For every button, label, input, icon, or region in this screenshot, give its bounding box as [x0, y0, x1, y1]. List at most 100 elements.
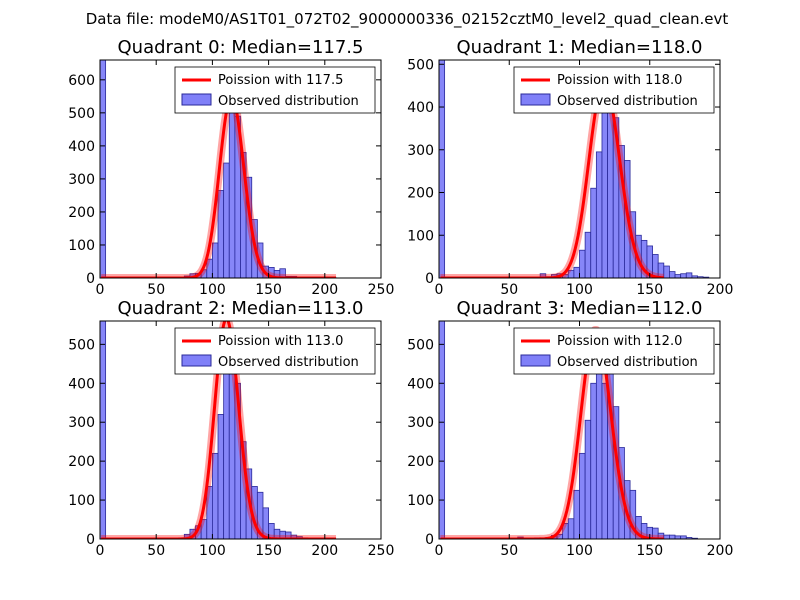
x-tick-label: 100	[199, 543, 226, 559]
subplot-title: Quadrant 1: Median=118.0	[457, 37, 703, 58]
legend-label-observed: Observed distribution	[218, 355, 359, 370]
legend-bar-swatch	[520, 93, 551, 106]
histogram-bar	[590, 382, 597, 539]
histogram-bar	[567, 518, 575, 539]
legend-bar-swatch	[520, 354, 551, 367]
y-tick-label: 400	[407, 376, 434, 392]
legend-label-observed: Observed distribution	[557, 355, 698, 370]
histogram-bar	[228, 95, 236, 278]
legend-label-poisson: Poission with 113.0	[218, 334, 343, 349]
legend-label-poisson: Poission with 118.0	[557, 73, 682, 88]
histogram-bar	[663, 265, 670, 278]
x-tick-label: 0	[435, 282, 444, 298]
legend: Poission with 117.5 Observed distribution	[174, 66, 376, 114]
y-tick-label: 400	[68, 139, 95, 155]
y-tick-label: 0	[425, 271, 434, 287]
histogram-bar	[680, 273, 687, 278]
y-tick-label: 300	[68, 172, 95, 188]
x-tick-label: 100	[199, 282, 226, 298]
legend-label-observed: Observed distribution	[218, 94, 359, 109]
y-tick-label: 600	[68, 73, 95, 89]
subplot-title: Quadrant 0: Median=117.5	[118, 37, 364, 58]
histogram-bar	[211, 242, 219, 278]
x-tick-label: 150	[636, 543, 663, 559]
x-tick-label: 0	[96, 282, 105, 298]
x-tick-label: 100	[566, 543, 593, 559]
histogram-bar	[539, 273, 547, 278]
x-tick-label: 200	[707, 282, 734, 298]
legend-label-observed: Observed distribution	[557, 94, 698, 109]
histogram-bar	[669, 271, 676, 278]
histogram-bar	[100, 60, 107, 278]
legend: Poission with 118.0 Observed distribution	[513, 66, 715, 114]
legend-bar-swatch	[181, 354, 212, 367]
y-tick-label: 500	[407, 57, 434, 73]
histogram-bar	[439, 60, 446, 278]
x-tick-label: 150	[636, 282, 663, 298]
histogram-bar	[279, 268, 286, 278]
y-tick-label: 300	[407, 143, 434, 159]
histogram-bar	[629, 489, 637, 539]
subplot-quadrant-2: Quadrant 2: Median=113.0 0 50 100 150 200 250 0…	[68, 298, 394, 559]
x-tick-label: 50	[500, 282, 518, 298]
y-tick-label: 100	[68, 238, 95, 254]
y-tick-label: 200	[68, 205, 95, 221]
subplot-quadrant-0: Quadrant 0: Median=117.5 0 50 100 150 200 250 0…	[68, 37, 394, 298]
subplot-quadrant-1: Quadrant 1: Median=118.0 0 50 100 150 200 0 100…	[407, 37, 733, 298]
histogram-bar	[584, 231, 592, 278]
y-tick-label: 100	[407, 228, 434, 244]
histogram-bar	[579, 452, 586, 539]
subplot-title: Quadrant 3: Median=112.0	[457, 298, 703, 319]
x-tick-label: 50	[147, 543, 165, 559]
histogram-bar	[439, 321, 446, 539]
poisson-curve	[440, 328, 664, 539]
y-tick-label: 500	[68, 106, 95, 122]
figure-title: Data file: modeM0/AS1T01_072T02_90000003…	[86, 10, 729, 29]
axes-frame	[99, 59, 382, 279]
y-tick-label: 300	[407, 415, 434, 431]
histogram-bar	[595, 355, 603, 539]
y-tick-label: 0	[86, 532, 95, 548]
histogram-bar	[674, 274, 682, 278]
histogram-bar	[223, 367, 230, 539]
x-tick-label: 50	[500, 543, 518, 559]
histogram-bar	[223, 162, 230, 278]
histogram-bar	[663, 534, 670, 539]
x-tick-label: 0	[96, 543, 105, 559]
histogram-bar	[579, 249, 586, 278]
y-tick-label: 0	[425, 532, 434, 548]
y-tick-label: 400	[68, 376, 95, 392]
x-tick-label: 250	[368, 282, 395, 298]
subplot-quadrant-3: Quadrant 3: Median=112.0 0 50 100 150 200 0 100…	[407, 298, 733, 559]
x-tick-label: 0	[435, 543, 444, 559]
x-tick-label: 150	[255, 543, 282, 559]
legend: Poission with 112.0 Observed distribution	[513, 327, 715, 375]
x-tick-label: 150	[255, 282, 282, 298]
histogram-bar	[584, 419, 592, 539]
x-tick-label: 200	[707, 543, 734, 559]
y-tick-label: 200	[407, 454, 434, 470]
x-tick-label: 100	[566, 282, 593, 298]
legend: Poission with 113.0 Observed distribution	[174, 327, 376, 375]
y-tick-label: 300	[68, 415, 95, 431]
histogram-bar	[685, 272, 693, 278]
histogram-bar	[100, 321, 107, 539]
y-tick-label: 100	[407, 493, 434, 509]
axes-frame	[99, 320, 382, 540]
histogram-bar	[211, 452, 219, 539]
y-tick-label: 200	[68, 454, 95, 470]
legend-bar-swatch	[181, 93, 212, 106]
y-tick-label: 0	[86, 271, 95, 287]
x-tick-label: 200	[311, 282, 338, 298]
subplot-title: Quadrant 2: Median=113.0	[118, 298, 364, 319]
x-tick-label: 50	[147, 282, 165, 298]
x-tick-label: 250	[368, 543, 395, 559]
histogram-bar	[573, 489, 580, 539]
histogram-bars	[100, 60, 337, 278]
legend-label-poisson: Poission with 117.5	[218, 73, 343, 88]
histogram-bar	[217, 414, 225, 539]
histogram-bar	[590, 187, 597, 278]
legend-label-poisson: Poission with 112.0	[557, 334, 682, 349]
histogram-bar	[573, 266, 580, 278]
y-tick-label: 100	[68, 493, 95, 509]
